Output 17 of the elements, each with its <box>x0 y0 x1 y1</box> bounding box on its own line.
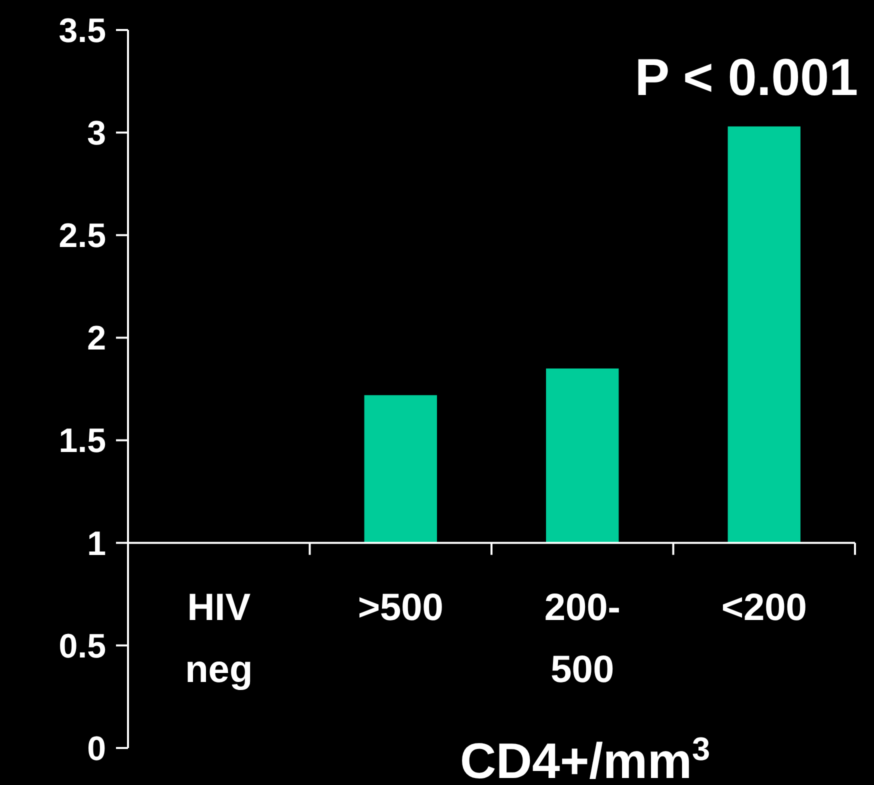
bar <box>728 126 800 543</box>
x-tick-label: 200-500 <box>544 587 620 691</box>
x-tick-label: >500 <box>358 587 444 629</box>
x-tick-label: HIV neg <box>185 587 253 691</box>
annotation: P < 0.001 <box>634 49 858 107</box>
y-tick-label: 1 <box>87 524 106 563</box>
y-tick-label: 2 <box>87 320 106 358</box>
y-tick-label: 1.5 <box>58 422 106 460</box>
y-tick-label: 3.5 <box>58 12 106 50</box>
y-tick-label: 3 <box>87 114 106 152</box>
x-axis-title: CD4+/mm$^{3}$ <box>460 731 710 785</box>
x-tick-label: <200 <box>721 587 807 629</box>
y-tick-label: 0.5 <box>58 627 106 666</box>
y-tick-label: 2.5 <box>58 217 106 256</box>
y-tick-label: 0 <box>87 730 106 768</box>
bar <box>364 395 437 543</box>
bar <box>546 368 619 543</box>
